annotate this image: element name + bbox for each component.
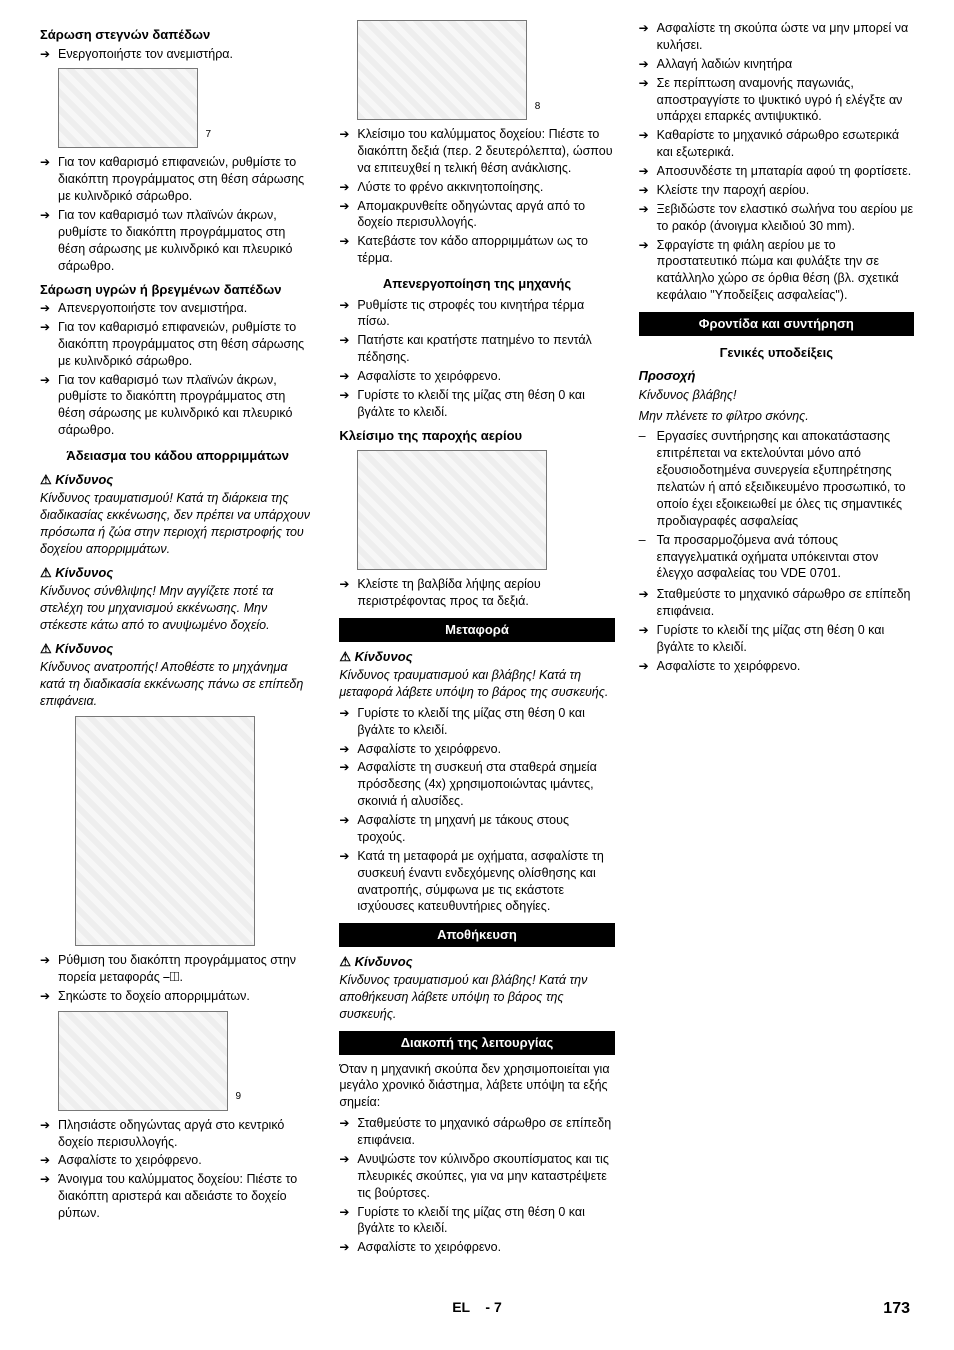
section-storage: Αποθήκευση <box>339 923 614 947</box>
list-item: Για τον καθαρισμό επιφανειών, ρυθμίστε τ… <box>40 319 315 370</box>
section-maintenance: Φροντίδα και συντήρηση <box>639 312 914 336</box>
list-item: Ανυψώστε τον κύλινδρο σκουπίσματος και τ… <box>339 1151 614 1202</box>
danger-text: Κίνδυνος σύνθλιψης! Μην αγγίζετε ποτέ τα… <box>40 583 315 634</box>
page-footer: EL - 7 173 <box>40 1298 914 1320</box>
figure-gas-valve <box>357 450 547 570</box>
list-item: Απομακρυνθείτε οδηγώντας αργά από το δοχ… <box>339 198 614 232</box>
footer-center: EL - 7 <box>452 1298 502 1317</box>
heading-empty-bin: Άδειασμα του κάδου απορριμμάτων <box>40 447 315 465</box>
footer-sep: - <box>485 1299 490 1315</box>
list-maintenance-notes: Εργασίες συντήρησης και αποκατάστασης επ… <box>639 428 914 582</box>
list-item: Κατεβάστε τον κάδο απορριμμάτων ως το τέ… <box>339 233 614 267</box>
attention-label: Προσοχή <box>639 367 914 385</box>
list-item: Ασφαλίστε τη μηχανή με τάκους στους τροχ… <box>339 812 614 846</box>
list-item: Ασφαλίστε το χειρόφρενο. <box>339 741 614 758</box>
attention-text: Μην πλένετε το φίλτρο σκόνης. <box>639 408 914 425</box>
list-wet-sweep: Απενεργοποιήστε τον ανεμιστήρα. Για τον … <box>40 300 315 439</box>
list-transport: Γυρίστε το κλειδί της μίζας στη θέση 0 κ… <box>339 705 614 916</box>
danger-label: Κίνδυνος <box>339 953 614 971</box>
footer-page-number: 173 <box>883 1298 910 1320</box>
figure-label: 9 <box>235 1090 241 1104</box>
figure-7: 7 <box>58 68 198 148</box>
figure-label: 8 <box>535 100 541 114</box>
list-item: Γυρίστε το κλειδί της μίζας στη θέση 0 κ… <box>339 1204 614 1238</box>
list-item: Λύστε το φρένο ακκινητοποίησης. <box>339 179 614 196</box>
danger-text: Κίνδυνος τραυματισμού και βλάβης! Κατά τ… <box>339 972 614 1023</box>
section-decommission: Διακοπή της λειτουργίας <box>339 1031 614 1055</box>
list-item: Πατήστε και κρατήστε πατημένο το πεντάλ … <box>339 332 614 366</box>
list-item: Σταθμεύστε το μηχανικό σάρωθρο σε επίπεδ… <box>339 1115 614 1149</box>
list-item: Αποσυνδέστε τη μπαταρία αφού τη φορτίσετ… <box>639 163 914 180</box>
list-item: Καθαρίστε το μηχανικό σάρωθρο εσωτερικά … <box>639 127 914 161</box>
attention-text: Κίνδυνος βλάβης! <box>639 387 914 404</box>
danger-label: Κίνδυνος <box>40 471 315 489</box>
figure-9: 9 <box>58 1011 228 1111</box>
heading-shutdown-machine: Απενεργοποίηση της μηχανής <box>339 275 614 293</box>
list-item: Απενεργοποιήστε τον ανεμιστήρα. <box>40 300 315 317</box>
list-item: Γυρίστε το κλειδί της μίζας στη θέση 0 κ… <box>339 387 614 421</box>
list-item: Κλείστε τη βαλβίδα λήψης αερίου περιστρέ… <box>339 576 614 610</box>
list-item: Σφραγίστε τη φιάλη αερίου με το προστατε… <box>639 237 914 305</box>
figure-label: 7 <box>205 128 211 142</box>
list-close-cover: Κλείσιμο του καλύμματος δοχείου: Πιέστε … <box>339 126 614 267</box>
list-item: Ξεβιδώστε τον ελαστικό σωλήνα του αερίου… <box>639 201 914 235</box>
list-item: Ασφαλίστε το χειρόφρενο. <box>339 1239 614 1256</box>
list-close-gas: Κλείστε τη βαλβίδα λήψης αερίου περιστρέ… <box>339 576 614 610</box>
list-item: Ασφαλίστε το χειρόφρενο. <box>639 658 914 675</box>
list-item: Αλλαγή λαδιών κινητήρα <box>639 56 914 73</box>
list-item: Κατά τη μεταφορά με οχήματα, ασφαλίστε τ… <box>339 848 614 916</box>
danger-text: Κίνδυνος ανατροπής! Αποθέστε το μηχάνημα… <box>40 659 315 710</box>
list-dry-sweep: Για τον καθαρισμό επιφανειών, ρυθμίστε τ… <box>40 154 315 274</box>
list-item: Σε περίπτωση αναμονής παγωνιάς, αποστραγ… <box>639 75 914 126</box>
danger-label: Κίνδυνος <box>40 640 315 658</box>
list-item: Για τον καθαρισμό επιφανειών, ρυθμίστε τ… <box>40 154 315 205</box>
page-columns: Σάρωση στεγνών δαπέδων Ενεργοποιήστε τον… <box>40 20 914 1290</box>
heading-general-notes: Γενικές υποδείξεις <box>639 344 914 362</box>
list-item: Για τον καθαρισμό των πλαϊνών άκρων, ρυθ… <box>40 207 315 275</box>
list-item: Ρύθμιση του διακόπτη προγράμματος στην π… <box>40 952 315 986</box>
figure-8: 8 <box>357 20 527 120</box>
list-item: Κλείστε την παροχή αερίου. <box>639 182 914 199</box>
danger-text: Κίνδυνος τραυματισμού! Κατά τη διάρκεια … <box>40 490 315 558</box>
figure-machine <box>75 716 255 946</box>
list-item: Κλείσιμο του καλύμματος δοχείου: Πιέστε … <box>339 126 614 177</box>
danger-label: Κίνδυνος <box>339 648 614 666</box>
heading-close-gas: Κλείσιμο της παροχής αερίου <box>339 427 614 445</box>
list-item: Σταθμεύστε το μηχανικό σάρωθρο σε επίπεδ… <box>639 586 914 620</box>
list-item: Ασφαλίστε τη συσκευή στα σταθερά σημεία … <box>339 759 614 810</box>
footer-page-small: 7 <box>494 1299 502 1315</box>
list-transport-switch: Ρύθμιση του διακόπτη προγράμματος στην π… <box>40 952 315 1005</box>
list-item: Σηκώστε το δοχείο απορριμμάτων. <box>40 988 315 1005</box>
list-item: Γυρίστε το κλειδί της μίζας στη θέση 0 κ… <box>339 705 614 739</box>
list-approach: Πλησιάστε οδηγώντας αργά στο κεντρικό δο… <box>40 1117 315 1222</box>
list-item: Ρυθμίστε τις στροφές του κινητήρα τέρμα … <box>339 297 614 331</box>
list-item: Για τον καθαρισμό των πλαϊνών άκρων, ρυθ… <box>40 372 315 440</box>
list-item: Ασφαλίστε το χειρόφρενο. <box>40 1152 315 1169</box>
list-item: Πλησιάστε οδηγώντας αργά στο κεντρικό δο… <box>40 1117 315 1151</box>
list-item: Γυρίστε το κλειδί της μίζας στη θέση 0 κ… <box>639 622 914 656</box>
list-maintenance-steps: Σταθμεύστε το μηχανικό σάρωθρο σε επίπεδ… <box>639 586 914 674</box>
list-item: Ασφαλίστε το χειρόφρενο. <box>339 368 614 385</box>
section-transport: Μεταφορά <box>339 618 614 642</box>
list-item: Ασφαλίστε τη σκούπα ώστε να μην μπορεί ν… <box>639 20 914 54</box>
danger-label: Κίνδυνος <box>40 564 315 582</box>
footer-lang: EL <box>452 1299 470 1315</box>
list-item: Εργασίες συντήρησης και αποκατάστασης επ… <box>639 428 914 529</box>
list-shutdown-machine: Ρυθμίστε τις στροφές του κινητήρα τέρμα … <box>339 297 614 421</box>
list-item: Άνοιγμα του καλύμματος δοχείου: Πιέστε τ… <box>40 1171 315 1222</box>
decommission-intro: Όταν η μηχανική σκούπα δεν χρησιμοποιείτ… <box>339 1061 614 1112</box>
heading-dry-sweep: Σάρωση στεγνών δαπέδων <box>40 26 315 44</box>
heading-wet-sweep: Σάρωση υγρών ή βρεγμένων δαπέδων <box>40 281 315 299</box>
list-item: Τα προσαρμοζόμενα ανά τόπους επαγγελματι… <box>639 532 914 583</box>
danger-text: Κίνδυνος τραυματισμού και βλάβης! Κατά τ… <box>339 667 614 701</box>
list-item: Ενεργοποιήστε τον ανεμιστήρα. <box>40 46 315 63</box>
list-activate-fan: Ενεργοποιήστε τον ανεμιστήρα. <box>40 46 315 63</box>
